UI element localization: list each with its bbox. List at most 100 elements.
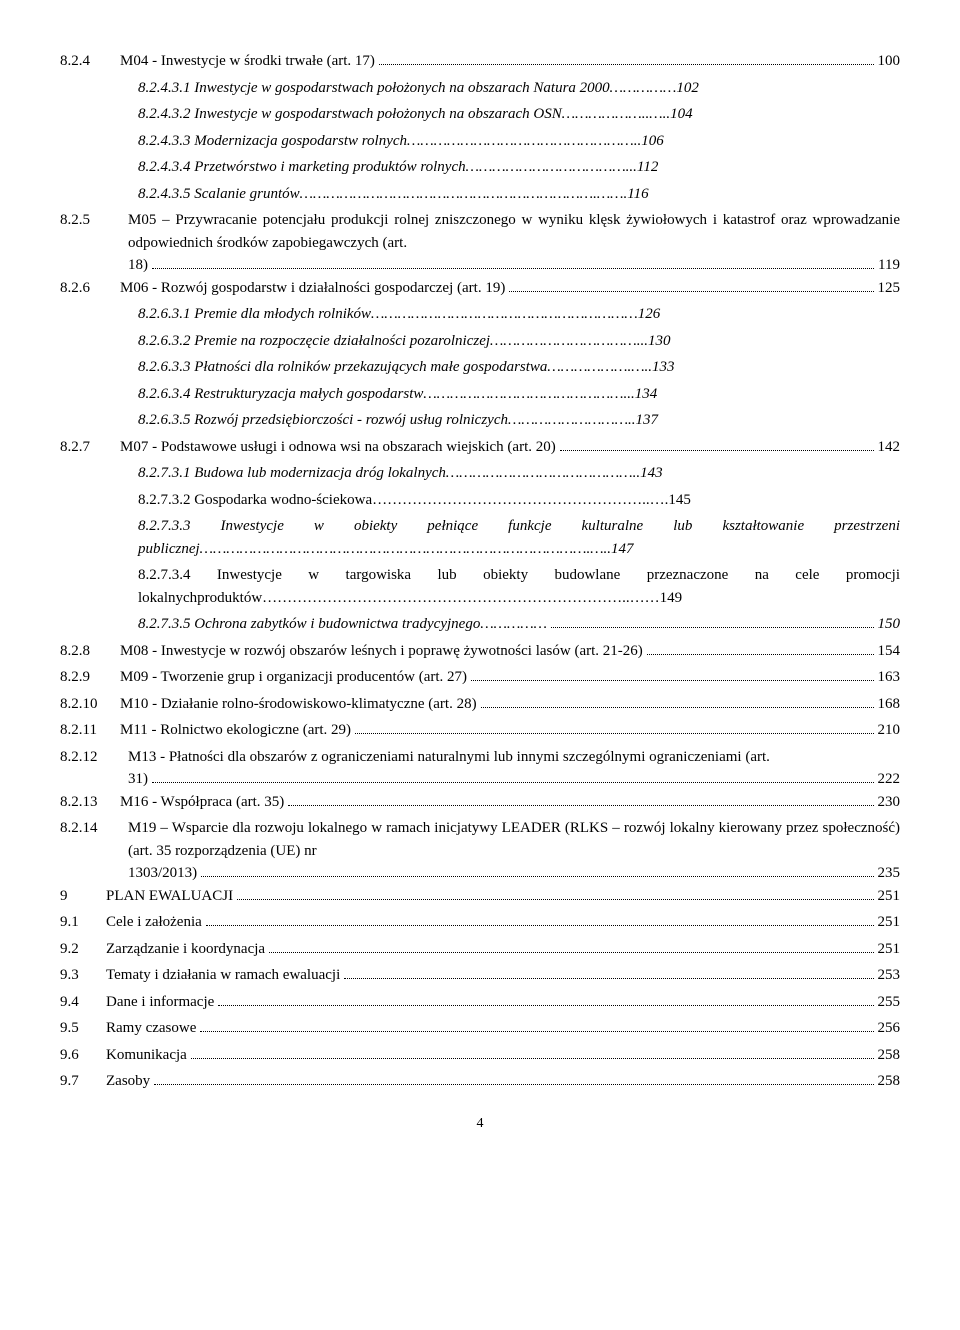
toc-leader-dots [152, 268, 874, 269]
toc-entry: 8.2.14M19 – Wsparcie dla rozwoju lokalne… [60, 817, 900, 885]
toc-entry: 9.7Zasoby 258 [60, 1070, 900, 1093]
toc-entry: 9.2Zarządzanie i koordynacja 251 [60, 938, 900, 961]
toc-leader-dots [560, 450, 874, 451]
toc-entry: 8.2.6.3.2 Premie na rozpoczęcie działaln… [60, 330, 900, 353]
toc-entry-title: 8.2.6.3.5 Rozwój przedsiębiorczości - ro… [138, 412, 658, 428]
toc-entry-number: 9.3 [60, 964, 106, 987]
toc-entry-body: M13 - Płatności dla obszarów z ogranicze… [128, 746, 900, 791]
toc-entry-title: M04 - Inwestycje w środki trwałe (art. 1… [120, 50, 375, 73]
toc-entry: 8.2.12M13 - Płatności dla obszarów z ogr… [60, 746, 900, 791]
toc-entry-number: 9.4 [60, 991, 106, 1014]
toc-entry-page: 258 [878, 1070, 901, 1093]
toc-entry-title: 8.2.4.3.5 Scalanie gruntów……………………………………… [138, 186, 649, 202]
toc-entry-title: Komunikacja [106, 1044, 187, 1067]
toc-entry: 8.2.6.3.3 Płatności dla rolników przekaz… [60, 356, 900, 379]
toc-entry-title: Ramy czasowe [106, 1017, 196, 1040]
toc-entry: 8.2.4.3.1 Inwestycje w gospodarstwach po… [60, 77, 900, 100]
toc-entry-title: M08 - Inwestycje w rozwój obszarów leśny… [120, 640, 643, 663]
toc-entry-title: 8.2.7.3.1 Budowa lub modernizacja dróg l… [138, 465, 663, 481]
toc-entry-page: 154 [878, 640, 901, 663]
toc-entry: 9.3Tematy i działania w ramach ewaluacji… [60, 964, 900, 987]
toc-entry-title: 8.2.6.3.3 Płatności dla rolników przekaz… [138, 359, 675, 375]
toc-entry: 8.2.7.3.5 Ochrona zabytków i budownictwa… [60, 613, 900, 636]
toc-entry-page: 119 [878, 254, 900, 277]
toc-entry: 8.2.4.3.2 Inwestycje w gospodarstwach po… [60, 103, 900, 126]
toc-entry-number: 9.2 [60, 938, 106, 961]
toc-entry-page: 251 [878, 911, 901, 934]
toc-leader-dots [206, 925, 874, 926]
toc-entry: 9.6Komunikacja258 [60, 1044, 900, 1067]
toc-entry-page: 168 [878, 693, 901, 716]
toc-entry: 8.2.7M07 - Podstawowe usługi i odnowa ws… [60, 436, 900, 459]
toc-entry-body: M19 – Wsparcie dla rozwoju lokalnego w r… [128, 817, 900, 885]
toc-entry-title: Zasoby [106, 1070, 150, 1093]
toc-entry-number: 9.7 [60, 1070, 106, 1093]
toc-leader-dots [647, 654, 874, 655]
toc-leader-dots [218, 1005, 873, 1006]
toc-entry-page: 150 [878, 613, 901, 636]
toc-entry: 9.5Ramy czasowe 256 [60, 1017, 900, 1040]
toc-entry-page: 100 [878, 50, 901, 73]
toc-entry-title: 8.2.6.3.4 Restrukturyzacja małych gospod… [138, 386, 657, 402]
toc-entry-title: 8.2.4.3.4 Przetwórstwo i marketing produ… [138, 159, 658, 175]
toc-leader-dots [379, 64, 874, 65]
toc-entry: 8.2.4.3.3 Modernizacja gospodarstw rolny… [60, 130, 900, 153]
toc-leader-dots [471, 680, 873, 681]
toc-entry-title: 8.2.6.3.1 Premie dla młodych rolników………… [138, 306, 660, 322]
toc-entry-title-tail: 18) [128, 254, 148, 277]
toc-entry-title: 8.2.7.3.5 Ochrona zabytków i budownictwa… [138, 613, 547, 636]
toc-entry-title: Dane i informacje [106, 991, 214, 1014]
toc-entry-number: 9.5 [60, 1017, 106, 1040]
toc-entry: 8.2.6M06 - Rozwój gospodarstw i działaln… [60, 277, 900, 300]
toc-entry: 8.2.7.3.2 Gospodarka wodno-ściekowa……………… [60, 489, 900, 512]
toc-entry-page: 256 [878, 1017, 901, 1040]
toc-entry: 9PLAN EWALUACJI 251 [60, 885, 900, 908]
toc-entry-title: Zarządzanie i koordynacja [106, 938, 265, 961]
toc-entry: 9.1Cele i założenia251 [60, 911, 900, 934]
toc-entry: 8.2.6.3.1 Premie dla młodych rolników………… [60, 303, 900, 326]
toc-leader-dots [344, 978, 873, 979]
toc-entry-title: M13 - Płatności dla obszarów z ogranicze… [128, 749, 770, 765]
toc-entry-title-tail: 31) [128, 768, 148, 791]
toc-entry-page: 255 [878, 991, 901, 1014]
toc-leader-dots [191, 1058, 874, 1059]
toc-entry-title: 8.2.7.3.2 Gospodarka wodno-ściekowa……………… [138, 492, 691, 508]
toc-leader-dots [237, 899, 873, 900]
toc-entry-title: M11 - Rolnictwo ekologiczne (art. 29) [120, 719, 351, 742]
toc-entry: 8.2.7.3.4 Inwestycje w targowiska lub ob… [60, 564, 900, 609]
toc-entry-page: 235 [878, 862, 901, 885]
toc-entry-page: 230 [878, 791, 901, 814]
toc-entry-page: 251 [878, 885, 901, 908]
toc-leader-dots [269, 952, 873, 953]
toc-entry: 9.4Dane i informacje 255 [60, 991, 900, 1014]
toc-entry-page: 142 [878, 436, 901, 459]
toc-entry-title: PLAN EWALUACJI [106, 885, 233, 908]
toc-entry: 8.2.13M16 - Współpraca (art. 35) 230 [60, 791, 900, 814]
toc-entry-title: M19 – Wsparcie dla rozwoju lokalnego w r… [128, 820, 900, 859]
page-number-footer: 4 [60, 1113, 900, 1134]
toc-entry-number: 8.2.9 [60, 666, 120, 689]
toc-entry-title: M10 - Działanie rolno-środowiskowo-klima… [120, 693, 477, 716]
toc-entry-page: 210 [878, 719, 901, 742]
toc-leader-dots [551, 627, 873, 628]
toc-entry-title: Tematy i działania w ramach ewaluacji [106, 964, 340, 987]
toc-leader-dots [154, 1084, 873, 1085]
toc-entry-number: 8.2.8 [60, 640, 120, 663]
toc-entry-title: 8.2.7.3.3 Inwestycje w obiekty pełniące … [138, 518, 900, 557]
toc-entry-number: 8.2.13 [60, 791, 120, 814]
toc-leader-dots [509, 291, 873, 292]
toc-entry: 8.2.4M04 - Inwestycje w środki trwałe (a… [60, 50, 900, 73]
toc-entry-number: 9.6 [60, 1044, 106, 1067]
toc-entry: 8.2.4.3.5 Scalanie gruntów……………………………………… [60, 183, 900, 206]
toc-entry: 8.2.4.3.4 Przetwórstwo i marketing produ… [60, 156, 900, 179]
toc-entry-number: 9 [60, 885, 106, 908]
toc-entry-number: 8.2.10 [60, 693, 120, 716]
toc-entry-title: 8.2.4.3.3 Modernizacja gospodarstw rolny… [138, 133, 664, 149]
toc-entry-title: M16 - Współpraca (art. 35) [120, 791, 284, 814]
toc-entry-title: 8.2.6.3.2 Premie na rozpoczęcie działaln… [138, 333, 671, 349]
toc-entry-title: M09 - Tworzenie grup i organizacji produ… [120, 666, 467, 689]
toc-entry-number: 8.2.5 [60, 209, 128, 277]
toc-entry-title-tail: 1303/2013) [128, 862, 197, 885]
toc-entry-number: 8.2.7 [60, 436, 120, 459]
toc-entry-page: 251 [878, 938, 901, 961]
